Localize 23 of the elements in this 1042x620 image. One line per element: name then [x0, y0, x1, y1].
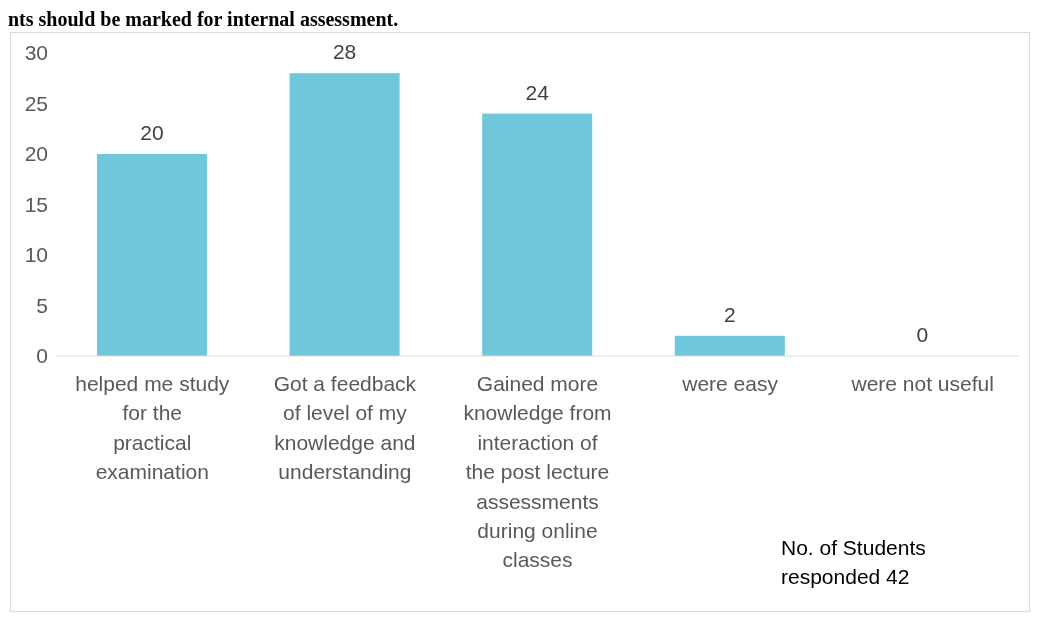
data-label: 24 — [525, 80, 550, 104]
x-tick-label: Got a feedback of level of my knowledge and understanding — [273, 371, 417, 484]
x-tick-label: were easy — [681, 371, 779, 395]
y-tick-label: 0 — [36, 344, 48, 368]
y-tick-label: 10 — [24, 243, 48, 267]
data-label: 20 — [140, 121, 164, 144]
chart-title: nts should be marked for internal assessment. — [8, 8, 399, 30]
y-tick-label: 5 — [36, 293, 48, 317]
data-label: 28 — [332, 40, 357, 64]
bar — [674, 335, 785, 356]
x-tick-label: Gained more knowledge from interaction of the post lecture assessments during online classes — [463, 371, 612, 572]
bar — [97, 154, 207, 356]
data-label: 0 — [916, 323, 929, 346]
y-tick-label: 30 — [24, 41, 48, 65]
y-tick-label: 15 — [24, 192, 48, 216]
x-tick-label: helped me study for the practical examination — [75, 371, 230, 484]
y-tick-label: 25 — [24, 91, 48, 115]
y-tick-label: 20 — [24, 142, 48, 166]
bar — [289, 73, 400, 356]
bar — [482, 113, 593, 356]
text: No. of Students responded 42 — [781, 535, 927, 591]
x-tick-label: were not useful — [850, 371, 994, 395]
data-label: 2 — [723, 302, 736, 326]
